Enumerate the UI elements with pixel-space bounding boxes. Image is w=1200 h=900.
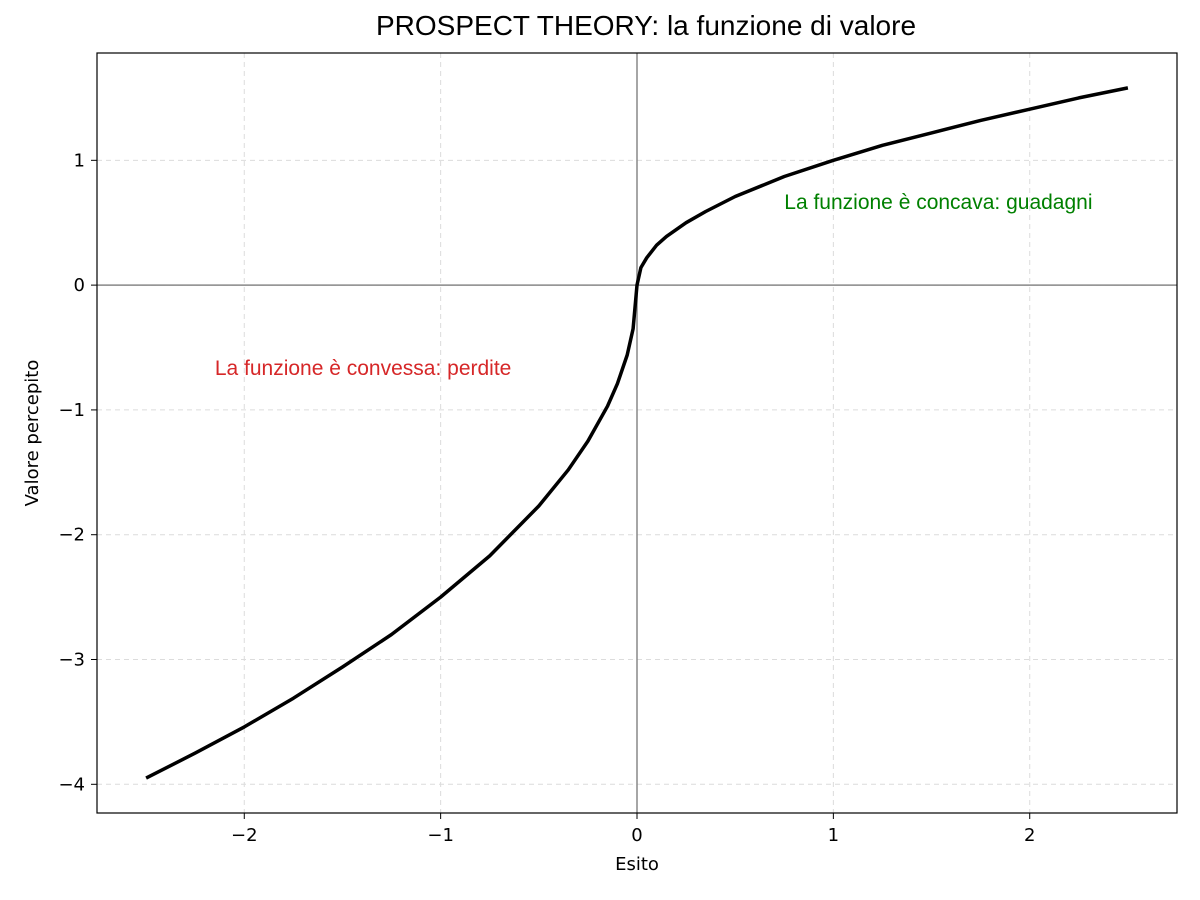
reference-lines <box>97 53 1177 813</box>
y-tick-label: −4 <box>58 774 85 795</box>
y-ticks: −4 −3 −2 −1 0 1 <box>58 150 97 795</box>
x-tick-label: 2 <box>1024 825 1035 846</box>
chart-title: PROSPECT THEORY: la funzione di valore <box>376 10 916 41</box>
annotation-0: La funzione è concava: guadagni <box>784 191 1092 214</box>
annotation-1: La funzione è convessa: perdite <box>215 357 512 380</box>
value-function-line <box>145 86 1129 780</box>
y-tick-label: −3 <box>58 650 85 671</box>
y-tick-label: −2 <box>58 525 85 546</box>
series-layer <box>145 86 1129 780</box>
x-tick-label: 1 <box>828 825 839 846</box>
y-tick-label: 0 <box>74 275 85 296</box>
x-axis-label: Esito <box>615 854 659 875</box>
annotations: La funzione è concava: guadagni La funzio… <box>215 191 1093 380</box>
y-tick-label: 1 <box>74 150 85 171</box>
y-tick-label: −1 <box>58 400 85 421</box>
x-ticks: −2 −1 0 1 2 <box>231 813 1035 846</box>
y-axis-label: Valore percepito <box>22 360 43 507</box>
x-tick-label: −1 <box>427 825 454 846</box>
x-tick-label: 0 <box>631 825 642 846</box>
x-tick-label: −2 <box>231 825 258 846</box>
